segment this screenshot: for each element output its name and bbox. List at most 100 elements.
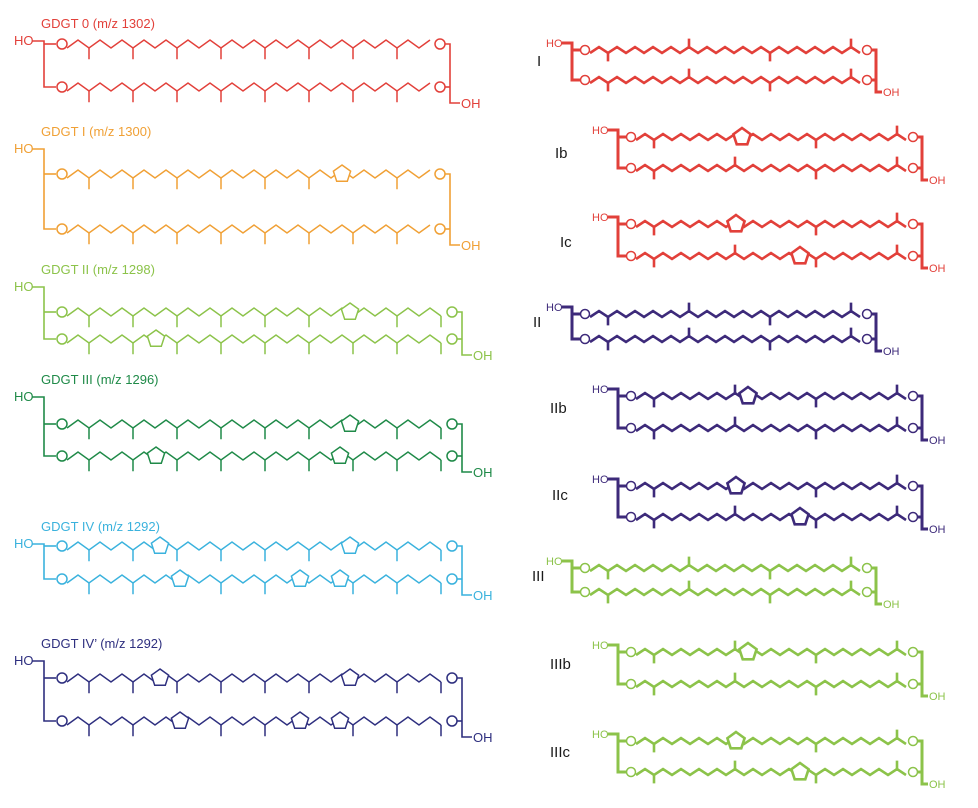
ether-oxygen [446, 418, 458, 430]
molecule-label: Ib [555, 145, 568, 162]
glycerol-backbone [562, 305, 580, 341]
glycerol-backbone-right [918, 394, 928, 442]
ether-oxygen [579, 44, 591, 56]
methyl-branches [652, 505, 899, 529]
alkyl-chain [66, 574, 442, 584]
alkyl-chain [589, 587, 861, 597]
oh-group: OH [883, 87, 900, 99]
alkyl-chain [635, 163, 907, 173]
ether-oxygen [907, 162, 919, 174]
ether-oxygen [861, 562, 873, 574]
glycerol-backbone-right [457, 423, 472, 473]
oh-group: OH [929, 263, 946, 275]
ether-oxygen [625, 735, 637, 747]
ether-oxygen [579, 308, 591, 320]
ether-oxygen [907, 422, 919, 434]
glycerol-backbone-right [918, 222, 928, 270]
ether-oxygen [446, 333, 458, 345]
ether-oxygen [907, 131, 919, 143]
methyl-branches [652, 760, 899, 784]
methyl-branches [606, 302, 853, 326]
glycerol-backbone-right [918, 135, 928, 182]
ether-oxygen [446, 715, 458, 727]
cyclopentane-ring [290, 711, 310, 730]
ho-group: HO [592, 729, 609, 741]
ether-oxygen [625, 162, 637, 174]
alkyl-chain [589, 563, 861, 573]
cyclopentane-ring [737, 641, 759, 661]
alkyl-chain [635, 647, 907, 657]
methyl-branches [652, 416, 899, 440]
ether-oxygen [56, 81, 68, 93]
methyl-branches [88, 682, 442, 694]
alkyl-chain [635, 391, 907, 401]
right-molecule-5: IIc HO OH [552, 474, 946, 536]
ether-oxygen [434, 81, 446, 93]
alkyl-chain [635, 423, 907, 433]
alkyl-chain [635, 481, 907, 491]
glycerol-backbone-right [445, 173, 460, 246]
methyl-branches [652, 212, 899, 236]
glycerol-backbone [608, 215, 626, 258]
glycerol-backbone-right [918, 484, 928, 531]
glycerol-backbone [608, 643, 626, 686]
ether-oxygen [625, 678, 637, 690]
cyclopentane-ring [170, 569, 190, 588]
methyl-branches [652, 384, 899, 408]
left-molecule-3: GDGT III (m/z 1296) HO OH [14, 372, 493, 480]
ether-oxygen [861, 74, 873, 86]
alkyl-chain [66, 541, 442, 551]
cyclopentane-ring [725, 475, 747, 495]
molecule-title: GDGT II (m/z 1298) [41, 262, 155, 277]
glycerol-backbone [32, 543, 56, 580]
oh-group: OH [929, 691, 946, 703]
cyclopentane-ring [330, 446, 350, 465]
ether-oxygen [907, 766, 919, 778]
left-molecule-4: GDGT IV (m/z 1292) HO OH [14, 519, 493, 603]
cyclopentane-ring [290, 569, 310, 588]
oh-group: OH [473, 348, 493, 363]
cyclopentane-ring [725, 730, 747, 750]
molecule-label: IIb [550, 400, 567, 417]
glycerol-backbone-right [872, 312, 882, 353]
ho-group: HO [592, 384, 609, 396]
cyclopentane-ring [789, 506, 811, 526]
ether-oxygen [625, 131, 637, 143]
methyl-branches [606, 68, 853, 92]
molecule-label: IIc [552, 487, 568, 504]
ho-group: HO [14, 141, 34, 156]
cyclopentane-ring [789, 761, 811, 781]
methyl-branches [88, 583, 442, 595]
methyl-branches [652, 474, 899, 498]
ho-group: HO [14, 389, 34, 404]
methyl-branches [88, 460, 442, 472]
ether-oxygen [907, 646, 919, 658]
ether-oxygen [625, 250, 637, 262]
glycerol-backbone [32, 660, 56, 722]
methyl-branches [88, 178, 398, 190]
ether-oxygen [579, 333, 591, 345]
ether-oxygen [56, 223, 68, 235]
alkyl-chain [635, 132, 907, 142]
ether-oxygen [446, 306, 458, 318]
ether-oxygen [907, 480, 919, 492]
methyl-branches [88, 316, 442, 328]
right-molecule-7: IIIb HO OH [550, 640, 946, 703]
methyl-branches [606, 38, 853, 62]
ho-group: HO [14, 33, 34, 48]
right-molecule-8: IIIc HO OH [550, 729, 946, 791]
ho-group: HO [592, 212, 609, 224]
glycerol-backbone [608, 387, 626, 430]
cyclopentane-ring [725, 213, 747, 233]
glycerol-backbone [562, 41, 580, 82]
cyclopentane-ring [146, 446, 166, 465]
alkyl-chain [66, 307, 442, 317]
ether-oxygen [625, 511, 637, 523]
ether-oxygen [446, 573, 458, 585]
molecule-title: GDGT III (m/z 1296) [41, 372, 159, 387]
methyl-branches [88, 48, 398, 60]
methyl-branches [606, 580, 853, 604]
alkyl-chain [635, 251, 907, 261]
